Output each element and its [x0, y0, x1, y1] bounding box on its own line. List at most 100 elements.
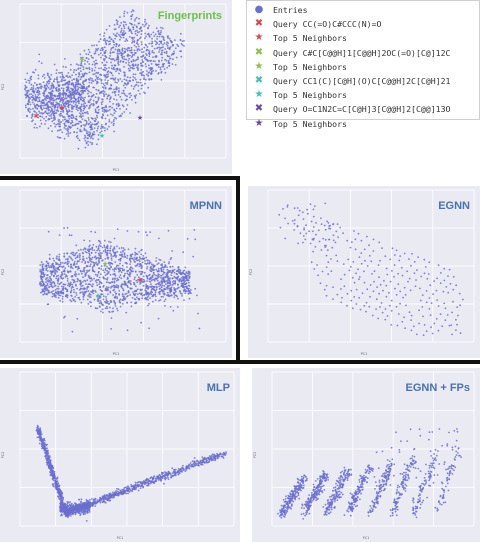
legend-item: ★ Top 5 Neighbors	[253, 88, 479, 102]
scatter-point	[323, 224, 326, 227]
scatter-point	[45, 264, 48, 267]
scatter-point	[125, 38, 128, 41]
scatter-point	[405, 304, 407, 307]
scatter-point	[166, 268, 169, 271]
scatter-point	[184, 292, 187, 294]
scatter-point	[102, 83, 105, 85]
scatter-point	[305, 224, 307, 227]
scatter-point	[63, 102, 66, 104]
scatter-point	[59, 275, 62, 278]
scatter-point	[95, 291, 97, 293]
scatter-point	[88, 250, 90, 253]
scatter-point	[90, 128, 92, 131]
scatter-point	[40, 106, 42, 109]
scatter-point	[216, 455, 219, 458]
scatter-point	[139, 278, 142, 280]
scatter-point	[131, 267, 134, 270]
scatter-point	[120, 247, 123, 249]
scatter-point	[58, 71, 60, 74]
scatter-point	[85, 290, 88, 293]
scatter-point	[47, 117, 50, 120]
scatter-point	[142, 284, 145, 287]
scatter-point	[155, 260, 158, 262]
scatter-point	[89, 121, 92, 124]
scatter-point	[286, 206, 289, 208]
scatter-point	[48, 96, 51, 99]
scatter-point	[112, 58, 114, 60]
scatter-point	[69, 132, 72, 134]
scatter-point	[104, 57, 106, 60]
scatter-point	[145, 293, 148, 295]
scatter-point	[161, 51, 163, 54]
scatter-point	[102, 250, 105, 252]
scatter-point	[129, 269, 132, 272]
scatter-point	[97, 298, 99, 300]
scatter-point	[325, 284, 328, 287]
scatter-point	[118, 299, 121, 302]
scatter-point	[49, 281, 52, 284]
scatter-point	[324, 228, 327, 231]
scatter-point	[55, 101, 58, 104]
scatter-point	[126, 257, 128, 259]
scatter-point	[160, 280, 163, 283]
scatter-point	[141, 297, 144, 300]
scatter-point	[90, 260, 93, 263]
scatter-point	[57, 292, 60, 295]
scatter-point	[389, 258, 392, 261]
scatter-point	[169, 258, 172, 261]
scatter-point	[58, 491, 61, 494]
scatter-point	[108, 240, 110, 243]
scatter-point	[82, 103, 85, 105]
scatter-point	[329, 227, 332, 230]
scatter-point	[118, 52, 120, 55]
scatter-point	[38, 100, 41, 103]
scatter-point	[299, 232, 302, 235]
scatter-point	[455, 318, 457, 321]
scatter-point	[171, 272, 173, 274]
scatter-point	[78, 256, 81, 258]
scatter-point	[60, 80, 63, 83]
scatter-point	[127, 27, 130, 30]
scatter-point	[119, 60, 122, 63]
scatter-point	[50, 101, 53, 104]
scatter-point	[117, 80, 120, 82]
scatter-point	[457, 314, 459, 317]
scatter-point	[134, 258, 137, 261]
scatter-point	[79, 283, 82, 286]
scatter-point	[92, 290, 95, 292]
scatter-point	[152, 31, 155, 34]
scatter-point	[138, 17, 140, 20]
scatter-point	[46, 270, 49, 272]
scatter-point	[69, 90, 72, 93]
scatter-point	[68, 109, 70, 111]
scatter-point	[52, 483, 55, 485]
scatter-point	[106, 71, 109, 74]
scatter-point	[174, 468, 177, 471]
scatter-point	[138, 265, 141, 268]
scatter-point	[169, 57, 171, 60]
scatter-point	[47, 230, 50, 233]
scatter-point	[48, 80, 51, 83]
scatter-point	[94, 73, 96, 75]
scatter-point	[148, 302, 151, 305]
scatter-point	[86, 130, 88, 133]
scatter-point	[103, 59, 106, 62]
scatter-point	[34, 107, 37, 109]
scatter-point	[449, 282, 452, 285]
scatter-point	[157, 273, 160, 275]
scatter-point	[161, 49, 164, 52]
scatter-point	[372, 290, 375, 293]
scatter-point	[146, 33, 149, 36]
scatter-point	[78, 102, 80, 105]
scatter-point	[59, 498, 62, 500]
scatter-point	[113, 68, 116, 71]
scatter-point	[171, 467, 174, 470]
scatter-point	[88, 68, 91, 71]
scatter-point	[161, 53, 163, 56]
scatter-point	[58, 294, 60, 297]
scatter-point	[138, 256, 141, 259]
scatter-point	[103, 37, 106, 40]
scatter-point	[112, 310, 115, 313]
scatter-point	[88, 256, 91, 259]
scatter-point	[49, 283, 52, 286]
